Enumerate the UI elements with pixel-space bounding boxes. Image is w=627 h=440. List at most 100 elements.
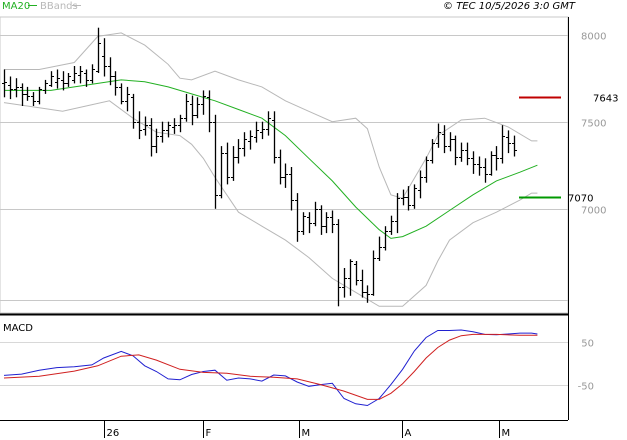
resistance-label: 7643 xyxy=(593,94,618,105)
price-bar xyxy=(477,156,482,176)
price-bar xyxy=(330,210,335,234)
price-bar xyxy=(184,93,189,122)
price-bar xyxy=(31,92,36,106)
price-bar xyxy=(412,184,417,209)
price-bar xyxy=(96,27,101,73)
price-bar xyxy=(360,269,365,298)
price-bar xyxy=(55,69,60,89)
price-bar xyxy=(113,71,118,96)
price-bar xyxy=(471,151,476,174)
price-bar xyxy=(506,130,511,154)
price-bar xyxy=(14,78,19,98)
x-tick-label: M xyxy=(502,428,511,439)
copyright: © TEC 10/5/2026 3:0 GMT xyxy=(443,1,576,12)
price-bar xyxy=(166,121,171,138)
price-bar xyxy=(207,90,212,133)
price-bar xyxy=(37,86,42,105)
price-bar xyxy=(248,130,253,150)
macd-title: MACD xyxy=(3,323,33,334)
price-bar xyxy=(324,212,329,234)
price-bar xyxy=(254,121,259,143)
price-bar xyxy=(201,90,206,115)
price-plot: 7643 7070 xyxy=(2,27,618,307)
price-bar xyxy=(66,73,71,87)
price-bar xyxy=(348,259,353,296)
macd-tick-label: 50 xyxy=(581,339,594,350)
price-bar xyxy=(108,57,113,86)
price-bar xyxy=(49,71,54,87)
support-label: 7070 xyxy=(568,194,593,205)
ma20-line xyxy=(4,79,538,239)
price-bar xyxy=(131,93,136,129)
price-bar xyxy=(500,125,505,164)
price-bar xyxy=(78,66,83,84)
price-bar xyxy=(154,128,159,154)
macd-grid xyxy=(0,342,568,386)
price-bar xyxy=(336,219,341,307)
price-bar xyxy=(313,201,318,227)
macd-signal-line xyxy=(3,333,538,400)
y-tick-label: 7500 xyxy=(581,119,606,130)
price-bar xyxy=(389,215,394,235)
price-bar xyxy=(448,132,453,152)
price-bar xyxy=(307,212,312,234)
price-bar xyxy=(442,125,447,154)
legend-ma20: MA20 xyxy=(2,1,30,12)
x-tick-label: 26 xyxy=(107,428,120,439)
price-bar xyxy=(365,285,370,303)
price-bar xyxy=(319,205,324,235)
x-tick-label: A xyxy=(405,428,412,439)
price-bar xyxy=(395,193,400,234)
price-bar xyxy=(512,135,517,157)
price-bar xyxy=(371,250,376,296)
price-bar xyxy=(418,170,423,199)
price-bar xyxy=(125,86,130,112)
price-panel xyxy=(0,16,569,314)
macd-plot xyxy=(3,329,538,407)
price-bar xyxy=(2,69,7,98)
price-bar xyxy=(172,118,177,134)
price-bar xyxy=(8,76,13,100)
price-bar xyxy=(283,163,288,188)
price-bar xyxy=(160,121,165,143)
macd-tick-label: -50 xyxy=(578,382,594,393)
price-bar xyxy=(219,146,224,199)
price-bar xyxy=(225,142,230,185)
price-bar xyxy=(278,149,283,185)
price-bar xyxy=(190,95,195,126)
macd-line xyxy=(3,329,538,407)
price-bar xyxy=(137,111,142,140)
price-bar xyxy=(72,66,77,84)
price-grid xyxy=(0,35,568,301)
price-bar xyxy=(465,142,470,166)
price-bar xyxy=(401,189,406,206)
x-tick-label: F xyxy=(206,428,212,439)
price-bar xyxy=(424,156,429,183)
price-bar xyxy=(266,111,271,136)
price-bar xyxy=(383,226,388,251)
price-bar xyxy=(242,132,247,157)
price-bar xyxy=(43,79,48,94)
x-tick-label: M xyxy=(302,428,311,439)
price-bar xyxy=(436,123,441,148)
price-bar xyxy=(406,186,411,211)
x-axis: 26 F M A M xyxy=(104,420,511,439)
price-bar xyxy=(195,97,200,119)
price-bar xyxy=(61,71,66,91)
price-bar xyxy=(231,146,236,181)
legend-bbands: BBands xyxy=(40,1,78,12)
price-bar xyxy=(289,167,294,211)
price-bar xyxy=(272,111,277,164)
y-tick-label: 8000 xyxy=(581,32,606,43)
price-bar xyxy=(84,69,89,87)
price-bar xyxy=(489,151,494,176)
price-bar xyxy=(483,158,488,183)
price-bar xyxy=(342,268,347,298)
price-bar xyxy=(301,212,306,235)
price-bar xyxy=(354,261,359,286)
bbands-lower-line xyxy=(3,100,538,307)
price-bar xyxy=(143,116,148,136)
price-bar xyxy=(102,38,107,77)
price-bar xyxy=(149,118,154,157)
